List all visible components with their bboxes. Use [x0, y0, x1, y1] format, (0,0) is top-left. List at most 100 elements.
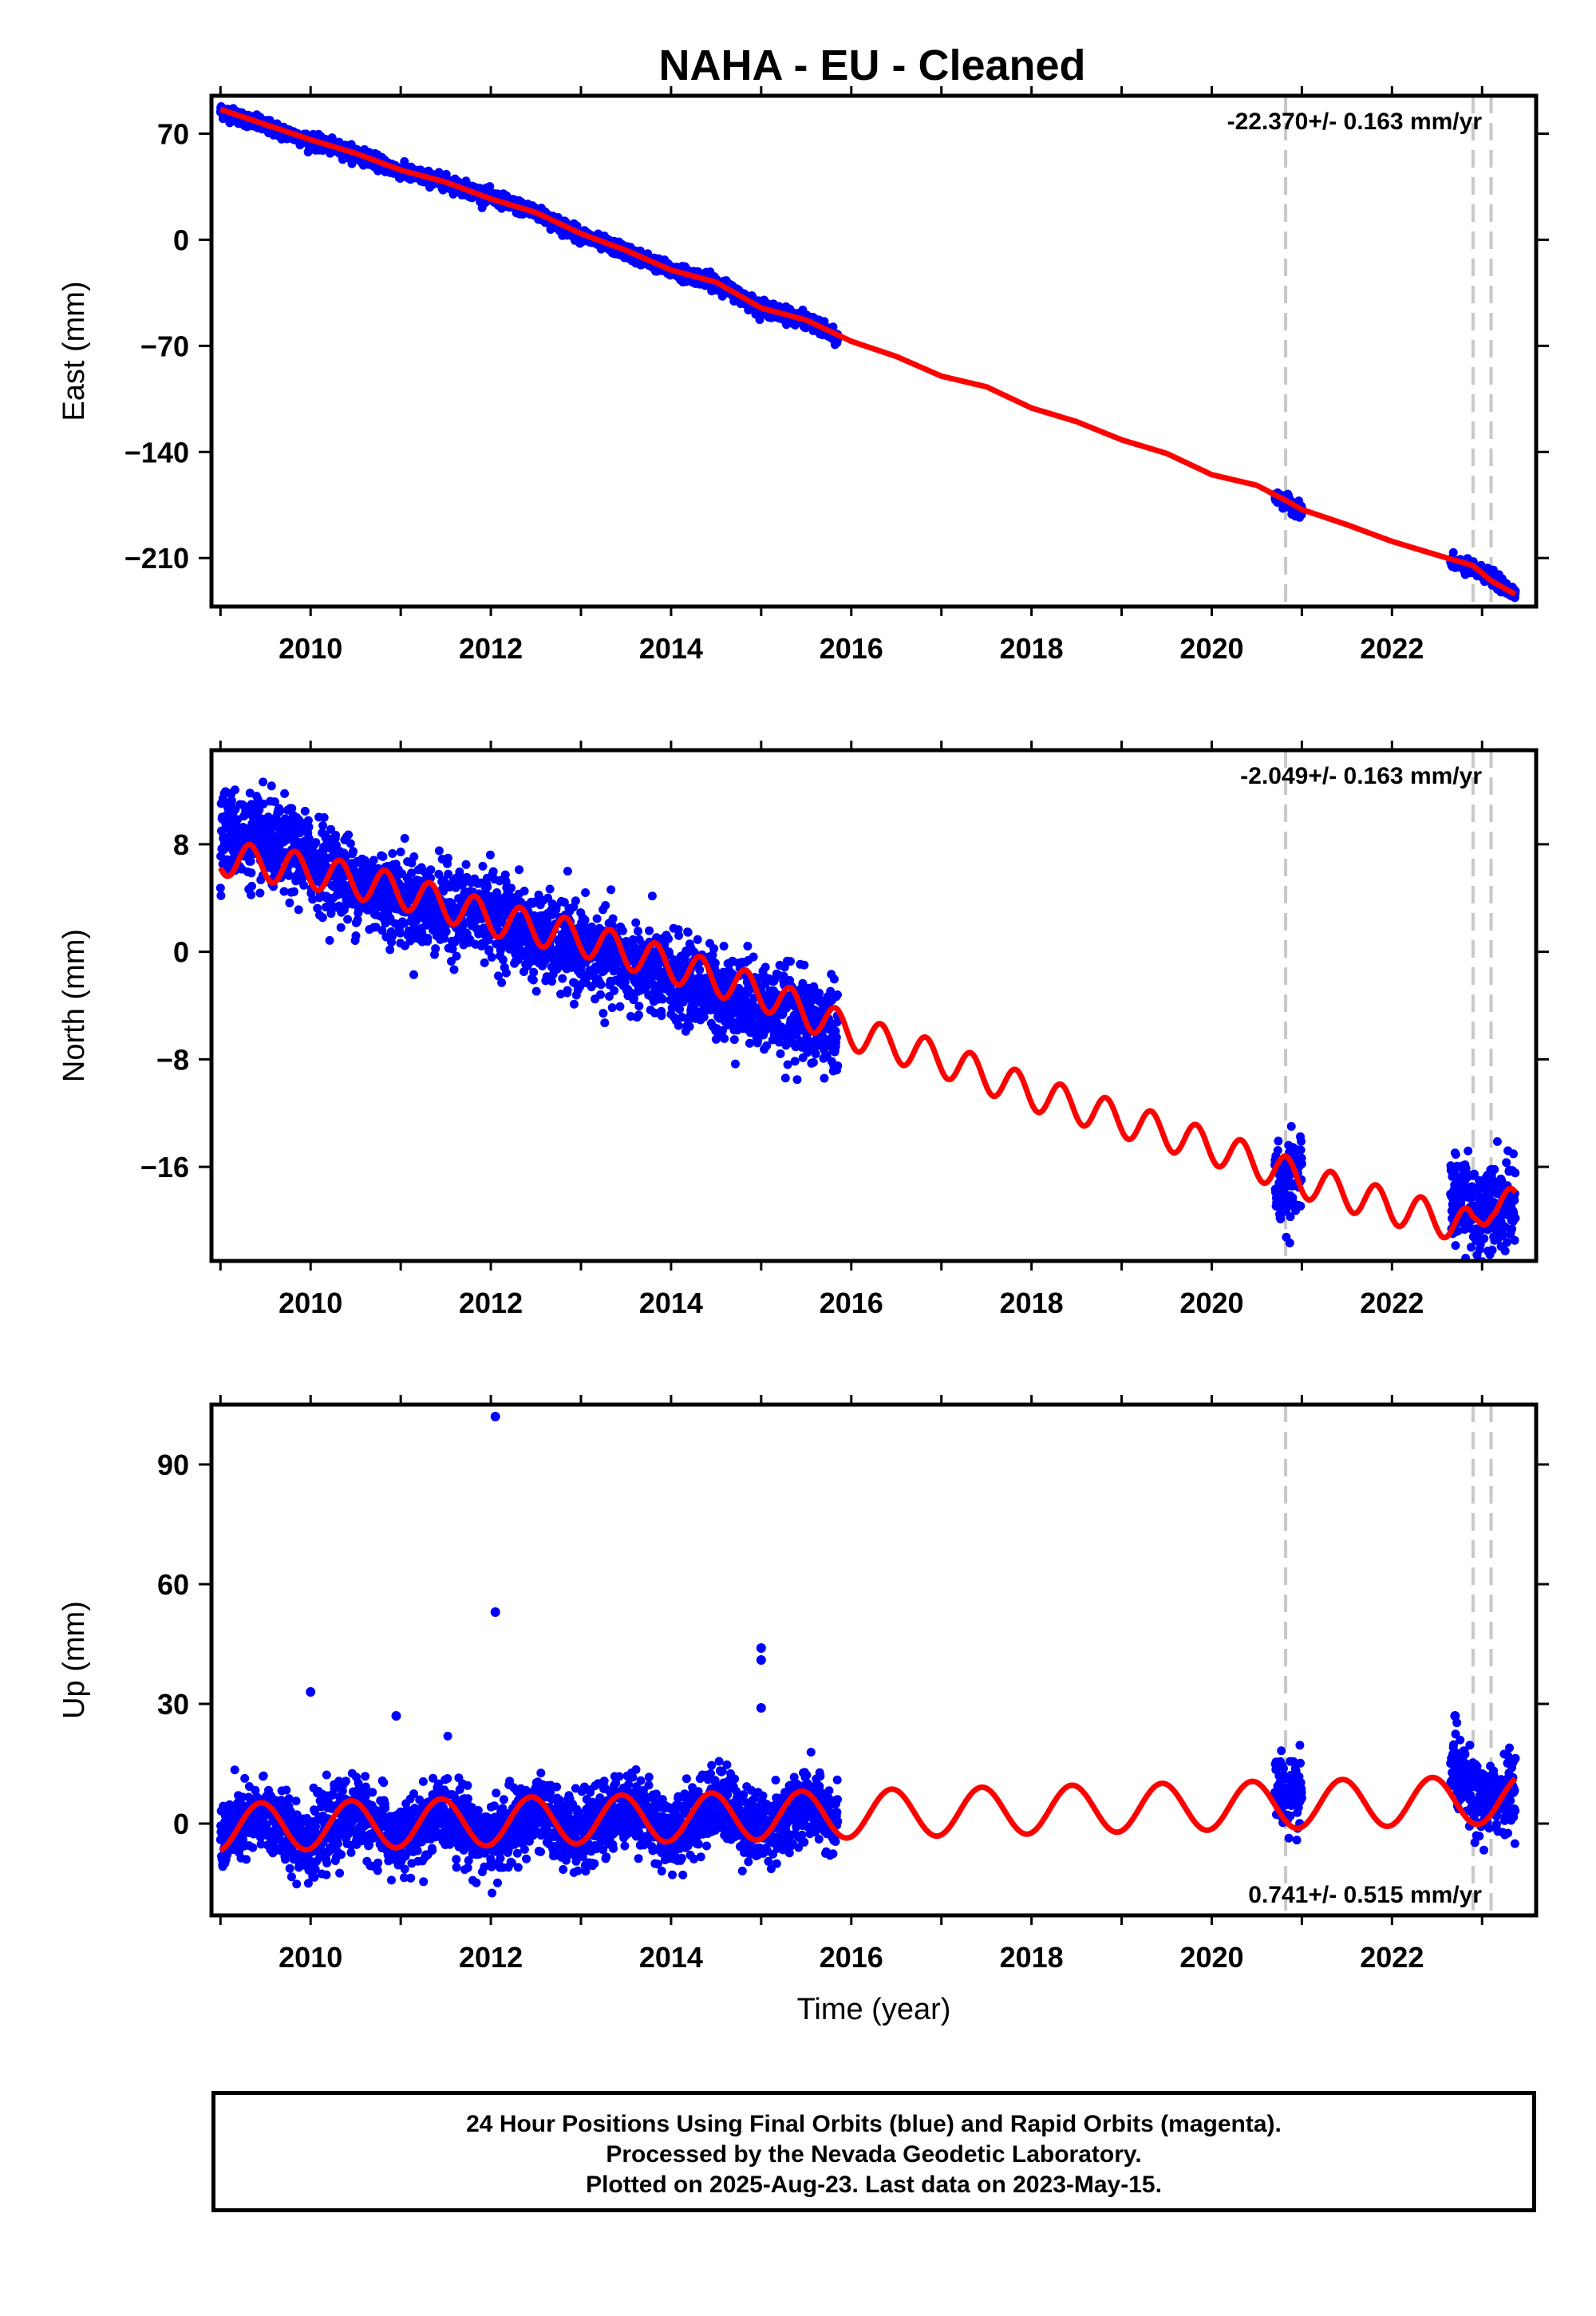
data-point [452, 951, 461, 961]
data-point [634, 1002, 644, 1011]
data-point [423, 934, 433, 943]
east-y-axis-label: East (mm) [57, 281, 91, 421]
east-rate-label: -22.370+/- 0.163 mm/yr [1227, 109, 1483, 135]
data-point [247, 868, 256, 878]
data-point [608, 914, 618, 923]
data-point [426, 865, 436, 875]
data-point [571, 896, 580, 906]
data-point [311, 838, 321, 848]
data-point [618, 926, 627, 935]
data-point [285, 898, 294, 907]
data-point [290, 887, 298, 896]
data-point [683, 927, 693, 937]
data-point [441, 927, 451, 936]
y-tick-label: −70 [140, 330, 189, 362]
data-point [664, 934, 673, 943]
data-point [400, 834, 409, 843]
data-point [325, 935, 334, 945]
north-plot-area [215, 777, 1520, 1261]
data-point [267, 781, 276, 791]
data-point [658, 994, 667, 1004]
data-point [483, 882, 492, 891]
data-point [299, 880, 309, 890]
data-point [531, 986, 541, 996]
data-point [215, 883, 225, 893]
data-point [485, 182, 495, 192]
y-tick-label: 0 [173, 223, 189, 256]
data-point [695, 965, 705, 974]
data-point [507, 883, 516, 893]
data-point [344, 830, 354, 840]
data-point [300, 806, 310, 816]
data-point [346, 839, 355, 848]
data-point [319, 812, 329, 822]
data-point [596, 980, 606, 990]
data-point [693, 935, 702, 944]
data-point [502, 968, 511, 978]
data-point [606, 885, 616, 895]
x-tick-label: 2014 [639, 632, 703, 665]
north-data-points [215, 777, 1520, 1261]
data-point [570, 999, 579, 1009]
chart-title: NAHA - EU - Cleaned [658, 41, 1085, 89]
x-tick-label: 2016 [820, 632, 883, 665]
x-tick-label: 2022 [1360, 632, 1424, 665]
data-point [336, 923, 346, 932]
data-point [731, 1059, 740, 1069]
data-point [488, 867, 498, 876]
data-point [685, 1022, 694, 1031]
data-point [634, 927, 642, 936]
data-point [396, 928, 405, 938]
data-point [434, 846, 444, 856]
data-point [216, 891, 226, 900]
data-point [634, 1010, 643, 1020]
data-point [657, 1011, 666, 1021]
data-point [369, 856, 378, 865]
data-point [720, 1034, 729, 1043]
data-point [528, 975, 538, 985]
data-point [709, 944, 719, 954]
data-point [409, 970, 418, 979]
data-point [431, 944, 440, 954]
data-point [729, 1035, 739, 1045]
data-point [581, 888, 591, 897]
data-point [645, 926, 654, 935]
data-point [231, 785, 239, 795]
data-point [400, 156, 409, 166]
data-point [255, 888, 265, 898]
data-point [598, 1009, 608, 1018]
data-point [444, 869, 453, 879]
data-point [480, 958, 489, 967]
data-point [318, 821, 328, 830]
data-point [601, 901, 610, 910]
data-point [580, 915, 590, 925]
data-point [478, 861, 488, 871]
data-point [294, 905, 303, 915]
y-tick-label: −210 [124, 542, 189, 575]
data-point [318, 913, 327, 923]
data-point [396, 848, 405, 856]
east-data-points [215, 102, 1520, 603]
x-tick-label: 2010 [279, 632, 342, 665]
data-point [519, 887, 529, 895]
data-point [647, 891, 657, 901]
y-tick-label: −140 [124, 436, 189, 468]
data-point [280, 788, 290, 798]
data-point [246, 856, 255, 866]
data-point [443, 853, 452, 863]
data-point [484, 945, 494, 954]
data-point [349, 847, 358, 856]
data-point [247, 890, 256, 899]
data-point [497, 978, 507, 987]
data-point [498, 955, 508, 965]
data-point [600, 1018, 610, 1028]
data-point [343, 915, 353, 924]
data-point [674, 931, 684, 940]
y-tick-label: 70 [157, 117, 189, 150]
data-point [227, 796, 236, 805]
data-point [674, 1021, 683, 1030]
data-point [558, 974, 567, 983]
data-point [409, 852, 419, 861]
